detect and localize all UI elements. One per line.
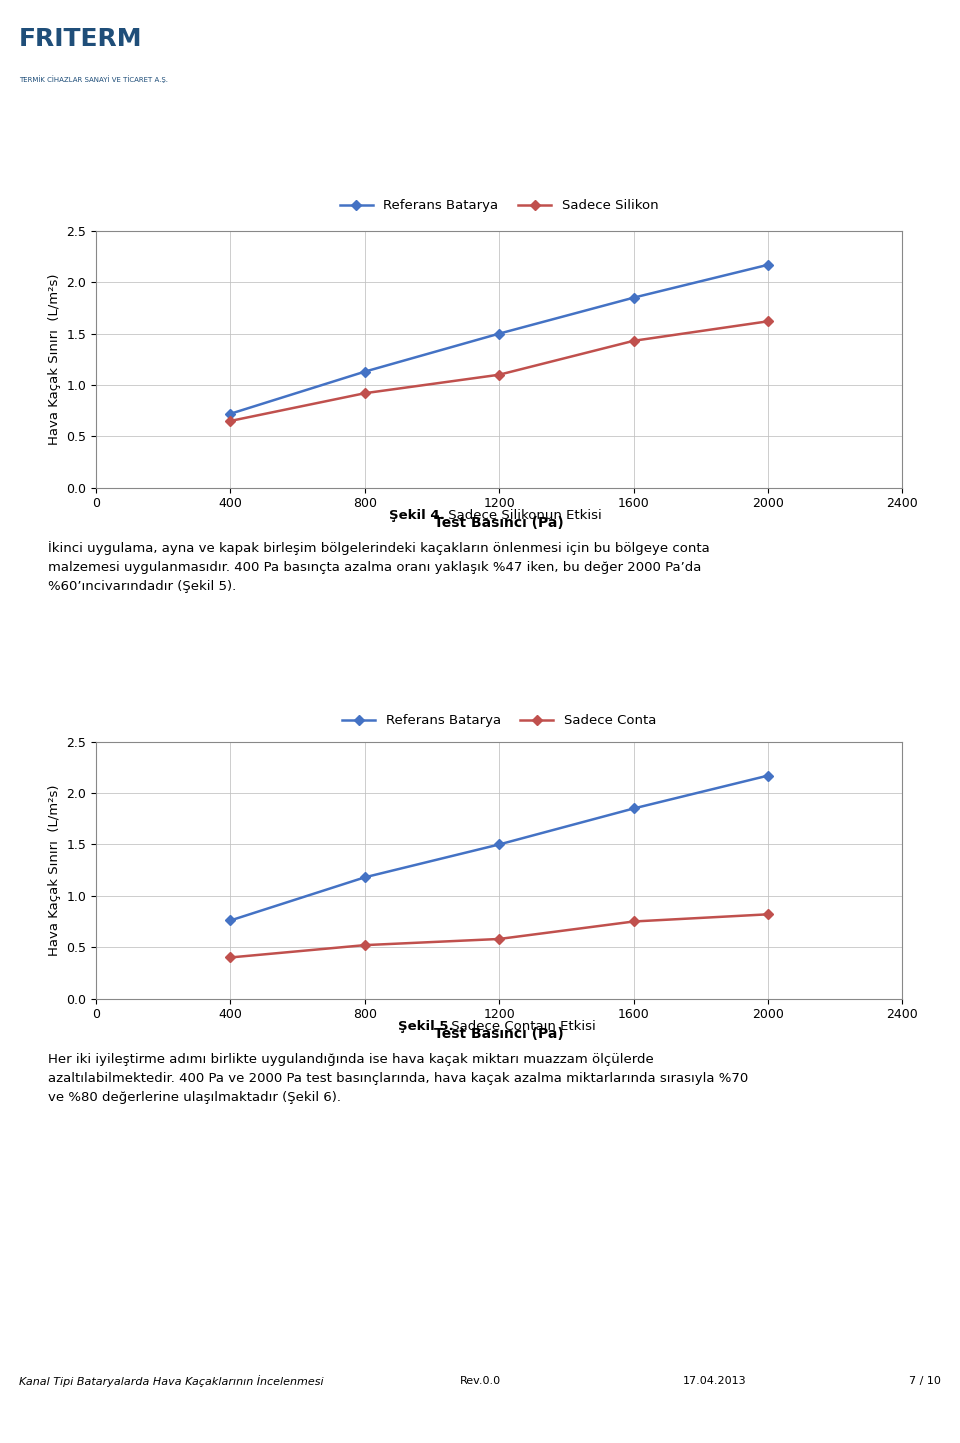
Text: Şekil 4.: Şekil 4. (390, 509, 445, 522)
Text: 7 / 10: 7 / 10 (909, 1377, 941, 1385)
Text: Sadece Silikonun Etkisi: Sadece Silikonun Etkisi (444, 509, 602, 522)
Text: TERMİK CİHAZLAR SANAYİ VE TİCARET A.Ş.: TERMİK CİHAZLAR SANAYİ VE TİCARET A.Ş. (19, 75, 168, 82)
X-axis label: Test Basıncı (Pa): Test Basıncı (Pa) (434, 1027, 564, 1040)
Text: FRITERM: FRITERM (19, 27, 143, 51)
X-axis label: Test Basıncı (Pa): Test Basıncı (Pa) (434, 517, 564, 530)
Legend: Referans Batarya, Sadece Conta: Referans Batarya, Sadece Conta (337, 709, 661, 733)
Text: Sadece Contaın Etkisi: Sadece Contaın Etkisi (446, 1020, 595, 1033)
Text: Şekil 5.: Şekil 5. (397, 1020, 453, 1033)
Text: Kanal Tipi Bataryalarda Hava Kaçaklarının İncelenmesi: Kanal Tipi Bataryalarda Hava Kaçaklarını… (19, 1375, 324, 1387)
Text: İkinci uygulama, ayna ve kapak birleşim bölgelerindeki kaçakların önlenmesi için: İkinci uygulama, ayna ve kapak birleşim … (48, 541, 709, 593)
Text: 17.04.2013: 17.04.2013 (683, 1377, 746, 1385)
Legend: Referans Batarya, Sadece Silikon: Referans Batarya, Sadece Silikon (335, 193, 663, 218)
Y-axis label: Hava Kaçak Sınırı  (L/m²s): Hava Kaçak Sınırı (L/m²s) (48, 785, 60, 955)
Text: Rev.0.0: Rev.0.0 (460, 1377, 500, 1385)
Text: Her iki iyileştirme adımı birlikte uygulandığında ise hava kaçak miktarı muazzam: Her iki iyileştirme adımı birlikte uygul… (48, 1053, 748, 1104)
Y-axis label: Hava Kaçak Sınırı  (L/m²s): Hava Kaçak Sınırı (L/m²s) (48, 274, 60, 444)
